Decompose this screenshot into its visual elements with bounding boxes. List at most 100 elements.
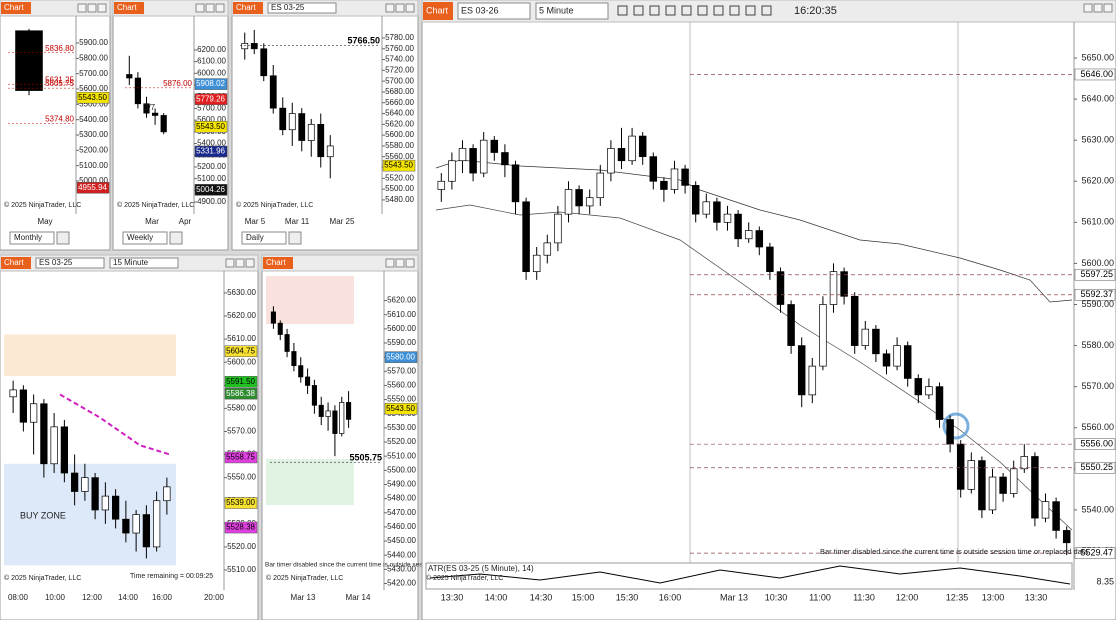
timeframe-tab-label[interactable]: Daily bbox=[246, 233, 264, 242]
price-tag-label: 5586.38 bbox=[226, 389, 255, 398]
window-button[interactable] bbox=[1103, 3, 1113, 13]
candle-body bbox=[744, 230, 753, 240]
candle-body bbox=[797, 345, 806, 396]
window-button[interactable] bbox=[195, 3, 205, 13]
price-tag bbox=[194, 120, 228, 133]
price-tick-label: 5760.00 bbox=[385, 44, 414, 53]
chart-tab-label[interactable]: Chart bbox=[117, 3, 137, 12]
toolbar-icon[interactable] bbox=[681, 5, 692, 16]
toolbar-icon[interactable] bbox=[729, 5, 740, 16]
chart-tab-label[interactable]: Chart bbox=[4, 258, 24, 267]
price-tag-label: 5604.75 bbox=[226, 346, 255, 355]
price-tick-label: 5400.00 bbox=[197, 139, 226, 148]
window-button[interactable] bbox=[205, 3, 215, 13]
window-button[interactable] bbox=[97, 3, 107, 13]
toolbar-dropdown-label[interactable]: ES 03-25 bbox=[39, 258, 73, 267]
chart-tab[interactable] bbox=[1, 257, 31, 269]
chart-tab[interactable] bbox=[114, 2, 144, 14]
toolbar-dropdown[interactable] bbox=[35, 257, 105, 269]
window-button[interactable] bbox=[385, 3, 395, 13]
chart-tab-label[interactable]: Chart bbox=[4, 3, 24, 12]
panel-header bbox=[261, 254, 419, 272]
candle-body bbox=[532, 254, 541, 272]
add-tab[interactable] bbox=[56, 231, 70, 245]
window-button[interactable] bbox=[395, 3, 405, 13]
window-button[interactable] bbox=[1083, 3, 1093, 13]
window-button[interactable] bbox=[405, 258, 415, 268]
price-tag-label: 5539.00 bbox=[226, 498, 255, 507]
toolbar-dropdown-label[interactable]: ES 03-25 bbox=[271, 3, 305, 12]
demand-zone bbox=[266, 459, 354, 506]
window-button[interactable] bbox=[395, 258, 405, 268]
price-tick-label: 5570.00 bbox=[227, 427, 256, 436]
chart-tab-label[interactable]: Chart bbox=[266, 258, 286, 267]
price-tick-label: 5620.00 bbox=[387, 296, 416, 305]
toolbar-icon[interactable] bbox=[633, 5, 644, 16]
candle-body bbox=[808, 365, 817, 396]
timeframe-tab[interactable] bbox=[122, 231, 168, 245]
toolbar-icon[interactable] bbox=[617, 5, 628, 16]
toolbar-dropdown[interactable] bbox=[267, 2, 337, 14]
price-tick-label: 5200.00 bbox=[197, 162, 226, 171]
price-tick-label: 5570.00 bbox=[387, 366, 416, 375]
candle-body bbox=[122, 518, 130, 534]
window-button[interactable] bbox=[77, 3, 87, 13]
chart-tab[interactable] bbox=[233, 2, 263, 14]
candle-body bbox=[861, 328, 870, 346]
add-tab[interactable] bbox=[288, 231, 302, 245]
window-button[interactable] bbox=[385, 258, 395, 268]
toolbar-icon[interactable] bbox=[713, 5, 724, 16]
toolbar-dropdown-label[interactable]: 5 Minute bbox=[539, 5, 574, 15]
price-tick-label: 5530.00 bbox=[387, 423, 416, 432]
window-button[interactable] bbox=[405, 3, 415, 13]
toolbar-icon[interactable] bbox=[761, 5, 772, 16]
annotation: 3/7 bbox=[144, 103, 156, 112]
candle-body bbox=[511, 164, 520, 203]
timeframe-tab[interactable] bbox=[9, 231, 55, 245]
toolbar-icon[interactable] bbox=[665, 5, 676, 16]
toolbar-dropdown-label[interactable]: ES 03-26 bbox=[461, 5, 499, 15]
window-button[interactable] bbox=[1093, 3, 1103, 13]
chart-tab[interactable] bbox=[1, 2, 31, 14]
price-tag-label: 5646.00 bbox=[1080, 69, 1113, 79]
toolbar-icon[interactable] bbox=[697, 5, 708, 16]
price-tag-label: 5591.50 bbox=[226, 377, 255, 386]
timeframe-tab[interactable] bbox=[241, 231, 287, 245]
window-button[interactable] bbox=[225, 258, 235, 268]
price-tick-label: 5680.00 bbox=[385, 87, 414, 96]
price-tick-label: 5620.00 bbox=[1081, 176, 1114, 186]
copyright: © 2025 NinjaTrader, LLC bbox=[266, 574, 343, 582]
price-tag bbox=[224, 521, 258, 534]
price-tag bbox=[1074, 547, 1116, 559]
candle-body bbox=[1052, 501, 1060, 531]
chart-tab[interactable] bbox=[423, 2, 453, 20]
toolbar-dropdown[interactable] bbox=[535, 2, 609, 20]
toolbar-dropdown[interactable] bbox=[109, 257, 179, 269]
window-button[interactable] bbox=[235, 258, 245, 268]
chart-tab-label[interactable]: Chart bbox=[426, 5, 449, 15]
timeframe-tab-label[interactable]: Monthly bbox=[14, 233, 42, 242]
candle-body bbox=[787, 304, 795, 346]
price-tag-label: 5908.02 bbox=[196, 79, 225, 88]
toolbar-dropdown-label[interactable]: 15 Minute bbox=[113, 258, 149, 267]
toolbar-icon[interactable] bbox=[745, 5, 756, 16]
window-button[interactable] bbox=[87, 3, 97, 13]
price-tick-label: 5520.00 bbox=[387, 437, 416, 446]
candle-body bbox=[660, 180, 668, 190]
chart-tab[interactable] bbox=[263, 257, 293, 269]
price-tick-label: 5630.00 bbox=[1081, 135, 1114, 145]
price-tag-label: 5550.25 bbox=[1080, 462, 1113, 472]
candle-body bbox=[9, 389, 17, 398]
window-button[interactable] bbox=[245, 258, 255, 268]
price-tick-label: 5600.00 bbox=[197, 115, 226, 124]
toolbar-dropdown[interactable] bbox=[457, 2, 531, 20]
chart-tab-label[interactable]: Chart bbox=[236, 3, 256, 12]
candle-body bbox=[999, 476, 1007, 494]
toolbar-icon[interactable] bbox=[649, 5, 660, 16]
timeframe-tab-label[interactable]: Weekly bbox=[127, 233, 153, 242]
price-level-label: 5766.50 bbox=[347, 36, 380, 46]
window-button[interactable] bbox=[215, 3, 225, 13]
add-tab[interactable] bbox=[169, 231, 183, 245]
candle-body bbox=[339, 402, 345, 434]
